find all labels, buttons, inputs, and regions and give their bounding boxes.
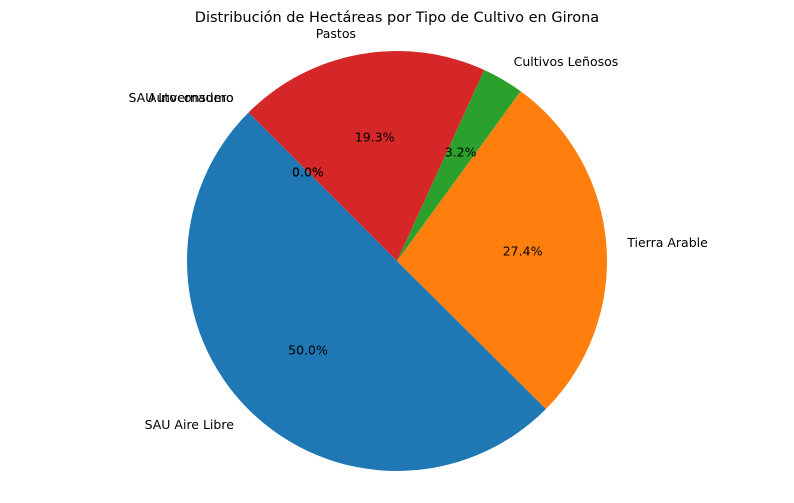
category-label-tierra-arable: Tierra Arable xyxy=(626,235,708,250)
category-label-sau-aire-libre: SAU Aire Libre xyxy=(145,417,235,432)
chart-title: Distribución de Hectáreas por Tipo de Cu… xyxy=(195,10,599,26)
pie-slice-sau-aire-libre xyxy=(187,112,546,471)
pie-slices xyxy=(187,50,608,471)
pct-label-cultivos-lenosos: 3.2% xyxy=(445,145,477,160)
category-label-pastos: Pastos xyxy=(316,26,356,41)
category-label-autoconsumo: Autoconsumo xyxy=(148,90,234,105)
pct-label-tierra-arable: 27.4% xyxy=(503,244,543,259)
pct-label-pastos: 19.3% xyxy=(355,130,395,145)
category-label-cultivos-lenosos: Cultivos Leñosos xyxy=(514,54,619,69)
pie-slice-tierra-arable xyxy=(397,91,608,410)
pie-labels: 50.0% SAU Aire Libre 27.4% Tierra Arable 3.2… xyxy=(128,26,708,432)
pct-label-autoconsumo: 0.0% xyxy=(292,164,324,179)
pct-label-sau-aire-libre: 50.0% xyxy=(288,343,328,358)
pct-label-sau-invernadero: 0.0% xyxy=(292,164,324,179)
category-label-sau-invernadero: SAU Invernadero xyxy=(128,90,233,105)
pie-slice-cultivos-lenosos xyxy=(397,69,521,261)
pie-slice-pastos xyxy=(248,50,485,261)
